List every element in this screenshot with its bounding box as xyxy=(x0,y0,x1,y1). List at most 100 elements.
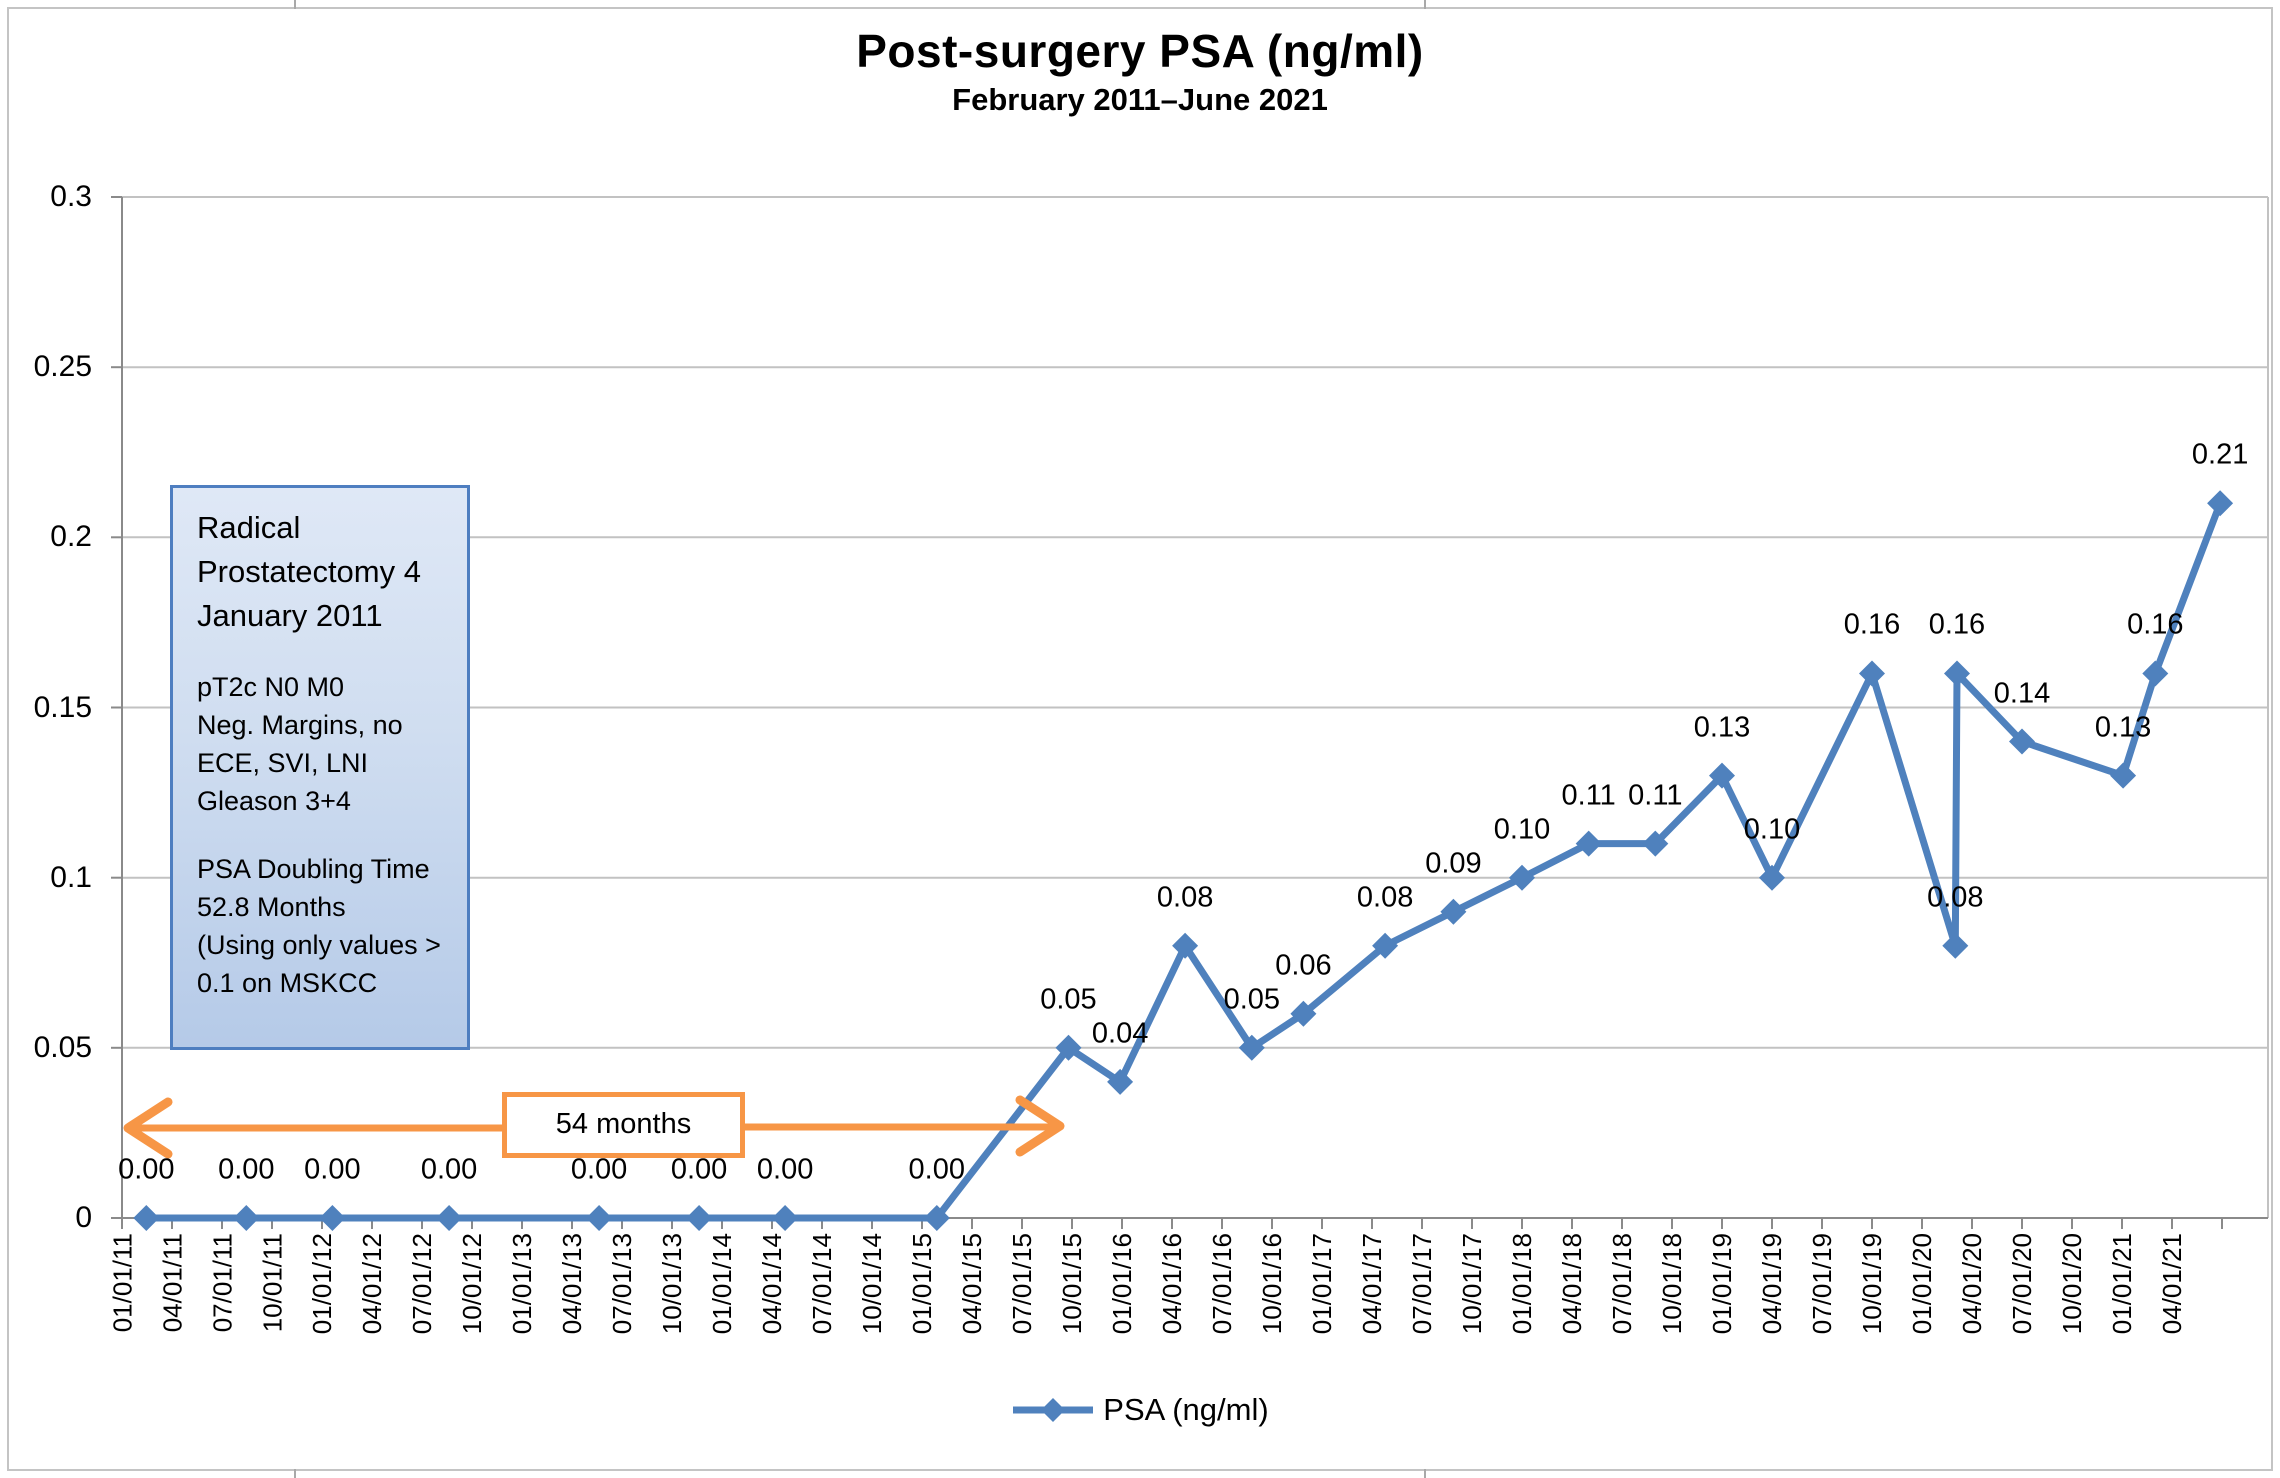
data-point-marker[interactable] xyxy=(1238,1034,1265,1061)
y-axis-tick-label: 0.1 xyxy=(50,860,92,894)
data-point-marker[interactable] xyxy=(1107,1068,1134,1095)
x-axis-tick-label: 04/01/15 xyxy=(957,1233,987,1335)
x-axis-tick-label: 10/01/20 xyxy=(2057,1233,2087,1335)
x-axis-tick-label: 01/01/19 xyxy=(1707,1233,1737,1335)
x-axis-tick-label: 01/01/11 xyxy=(107,1233,137,1333)
callout-54-months-box[interactable]: 54 months xyxy=(502,1092,745,1158)
y-axis-tick-label: 0.05 xyxy=(33,1030,92,1064)
x-axis-tick-label: 04/01/17 xyxy=(1357,1233,1387,1335)
cell-edge-mark xyxy=(1424,0,1426,9)
data-point-marker[interactable] xyxy=(923,1205,950,1231)
data-point-marker[interactable] xyxy=(1944,660,1970,687)
data-point-label: 0.10 xyxy=(1493,813,1551,846)
x-axis-tick-label: 07/01/14 xyxy=(807,1233,837,1335)
data-point-label: 0.08 xyxy=(1156,881,1214,914)
y-axis-tick-label: 0.3 xyxy=(50,180,92,213)
data-point-marker[interactable] xyxy=(1942,932,1969,959)
data-point-marker[interactable] xyxy=(2110,762,2137,789)
cell-edge-mark xyxy=(294,1469,296,1478)
legend[interactable]: PSA (ng/ml) xyxy=(0,1392,2280,1428)
data-point-label: 0.05 xyxy=(1040,983,1097,1016)
data-point-label: 0.21 xyxy=(2191,438,2249,471)
data-point-label: 0.06 xyxy=(1275,949,1332,982)
y-axis-tick-label: 0 xyxy=(75,1201,92,1234)
annotation-pathology: pT2c N0 M0 Neg. Margins, no ECE, SVI, LN… xyxy=(197,672,403,816)
x-axis-tick-label: 04/01/13 xyxy=(557,1233,587,1335)
legend-label: PSA (ng/ml) xyxy=(1103,1392,1269,1427)
data-point-marker[interactable] xyxy=(2009,728,2035,755)
x-axis-tick-label: 04/01/11 xyxy=(157,1233,187,1333)
data-point-marker[interactable] xyxy=(2142,660,2169,687)
data-point-marker[interactable] xyxy=(1372,932,1399,959)
data-point-label: 0.16 xyxy=(1928,608,1986,641)
chart-subtitle: February 2011–June 2021 xyxy=(952,82,1328,117)
data-point-label: 0.08 xyxy=(1927,881,1984,914)
data-point-marker[interactable] xyxy=(1575,830,1602,857)
x-axis-tick-label: 01/01/17 xyxy=(1307,1233,1337,1335)
chart-title: Post-surgery PSA (ng/ml) xyxy=(856,25,1424,77)
data-point-marker[interactable] xyxy=(133,1205,160,1231)
data-point-label: 0.11 xyxy=(1628,779,1683,812)
x-axis-tick-label: 01/01/16 xyxy=(1107,1233,1137,1335)
data-point-marker[interactable] xyxy=(1440,898,1467,925)
data-point-label: 0.11 xyxy=(1561,779,1616,812)
y-axis-tick-label: 0.2 xyxy=(50,520,92,554)
data-point-marker[interactable] xyxy=(1709,762,1735,789)
data-point-marker[interactable] xyxy=(1290,1000,1317,1027)
x-axis-tick-label: 07/01/13 xyxy=(607,1233,637,1335)
x-axis-tick-label: 10/01/13 xyxy=(657,1233,687,1335)
x-axis-tick-label: 07/01/20 xyxy=(2007,1233,2037,1335)
data-point-label: 0.16 xyxy=(2127,608,2184,641)
x-axis-tick-label: 10/01/17 xyxy=(1457,1233,1487,1335)
annotation-box[interactable]: Radical Prostatectomy 4 January 2011 pT2… xyxy=(170,485,470,1050)
data-point-marker[interactable] xyxy=(2207,490,2234,517)
x-axis-tick-label: 01/01/15 xyxy=(907,1233,937,1335)
x-axis-tick-label: 10/01/18 xyxy=(1657,1233,1687,1335)
x-axis-tick-label: 10/01/16 xyxy=(1257,1233,1287,1335)
y-axis-tick-label: 0.25 xyxy=(33,350,92,384)
data-point-marker[interactable] xyxy=(233,1205,260,1231)
legend-line-marker-icon xyxy=(1013,1398,1094,1422)
data-point-marker[interactable] xyxy=(1759,864,1785,891)
data-point-marker[interactable] xyxy=(686,1205,713,1231)
x-axis-tick-label: 04/01/20 xyxy=(1957,1233,1987,1335)
x-axis-tick-label: 04/01/18 xyxy=(1557,1233,1587,1335)
data-point-marker[interactable] xyxy=(1509,864,1535,891)
x-axis-tick-label: 07/01/15 xyxy=(1007,1233,1037,1335)
x-axis-tick-label: 10/01/15 xyxy=(1057,1233,1087,1335)
x-axis-tick-label: 04/01/21 xyxy=(2157,1233,2187,1335)
x-axis-tick-label: 04/01/14 xyxy=(757,1233,787,1335)
x-axis-tick-label: 01/01/12 xyxy=(307,1233,337,1335)
callout-arrowhead-left xyxy=(123,1097,173,1159)
x-axis-tick-label: 07/01/16 xyxy=(1207,1233,1237,1335)
data-point-marker[interactable] xyxy=(1172,932,1199,959)
data-point-marker[interactable] xyxy=(1055,1034,1082,1061)
data-point-label: 0.14 xyxy=(1993,677,2051,710)
cell-edge-mark xyxy=(1424,1469,1426,1478)
x-axis-tick-label: 04/01/16 xyxy=(1157,1233,1187,1335)
x-axis-tick-label: 07/01/19 xyxy=(1807,1233,1837,1335)
data-point-label: 0.08 xyxy=(1356,881,1414,914)
x-axis-tick-label: 01/01/21 xyxy=(2107,1233,2137,1335)
x-axis-tick-label: 10/01/11 xyxy=(257,1233,287,1333)
data-point-marker[interactable] xyxy=(1642,830,1669,857)
x-axis-tick-label: 10/01/19 xyxy=(1857,1233,1887,1335)
data-point-label: 0.00 xyxy=(670,1153,728,1186)
x-axis-tick-label: 04/01/12 xyxy=(357,1233,387,1335)
callout-label: 54 months xyxy=(555,1108,692,1140)
data-point-label: 0.00 xyxy=(908,1153,966,1186)
y-axis-tick-label: 0.15 xyxy=(33,690,92,724)
data-point-label: 0.13 xyxy=(2094,711,2152,744)
data-point-label: 0.00 xyxy=(304,1153,361,1186)
x-axis-tick-label: 04/01/19 xyxy=(1757,1233,1787,1335)
data-point-marker[interactable] xyxy=(319,1205,346,1231)
data-point-label: 0.16 xyxy=(1843,608,1901,641)
data-point-marker[interactable] xyxy=(1859,660,1885,687)
data-point-marker[interactable] xyxy=(772,1205,799,1231)
data-point-marker[interactable] xyxy=(436,1205,463,1231)
data-point-label: 0.10 xyxy=(1743,813,1801,846)
x-axis-tick-label: 07/01/17 xyxy=(1407,1233,1437,1335)
data-point-label: 0.00 xyxy=(218,1153,275,1186)
data-point-marker[interactable] xyxy=(586,1205,613,1231)
